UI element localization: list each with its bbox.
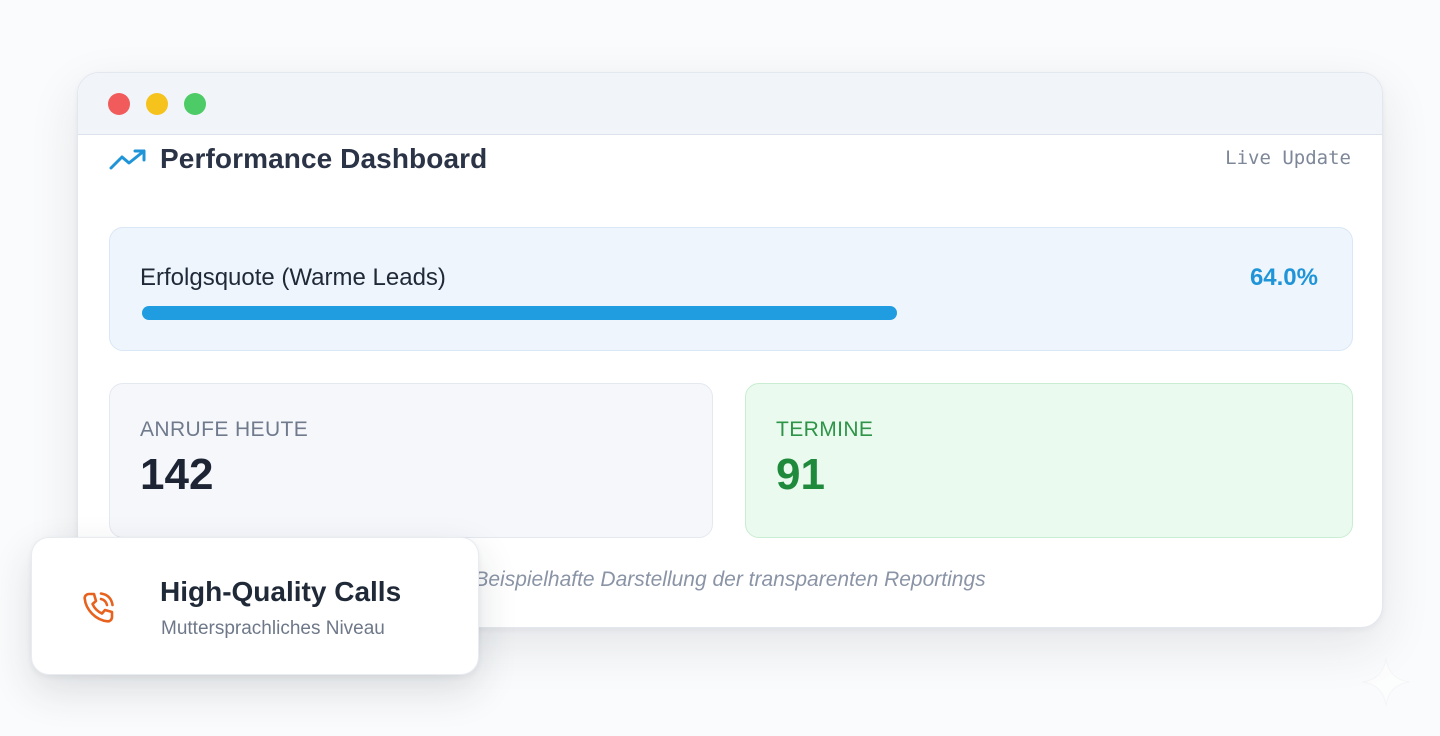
success-rate-progress-bar <box>142 306 1322 320</box>
appointments-card: TERMINE 91 <box>745 383 1353 538</box>
dashboard-window: Performance Dashboard Live Update Erfolg… <box>77 72 1383 628</box>
calls-today-card: ANRUFE HEUTE 142 <box>109 383 713 538</box>
appointments-value: 91 <box>776 450 825 499</box>
phone-icon <box>83 592 114 623</box>
sparkle-icon <box>1361 657 1411 707</box>
minimize-window-button[interactable] <box>146 93 168 115</box>
reporting-caption: Beispielhafte Darstellung der transparen… <box>474 568 986 591</box>
badge-title: High-Quality Calls <box>160 576 402 607</box>
success-rate-value: 64.0% <box>1249 264 1318 291</box>
close-window-button[interactable] <box>108 93 130 115</box>
maximize-window-button[interactable] <box>184 93 206 115</box>
badge-subtitle: Muttersprachliches Niveau <box>161 618 385 639</box>
calls-today-value: 142 <box>140 450 214 499</box>
trending-up-icon <box>109 149 146 170</box>
dashboard-title: Performance Dashboard <box>160 143 488 174</box>
success-rate-progress-fill <box>142 306 898 320</box>
calls-today-label: ANRUFE HEUTE <box>140 418 309 441</box>
live-update-status: Live Update <box>1225 147 1351 169</box>
success-rate-label: Erfolgsquote (Warme Leads) <box>140 264 446 291</box>
quality-calls-badge: High-Quality Calls Muttersprachliches Ni… <box>31 537 479 675</box>
appointments-label: TERMINE <box>776 418 874 441</box>
success-rate-card: Erfolgsquote (Warme Leads) 64.0% <box>109 227 1353 351</box>
window-titlebar <box>78 73 1382 135</box>
